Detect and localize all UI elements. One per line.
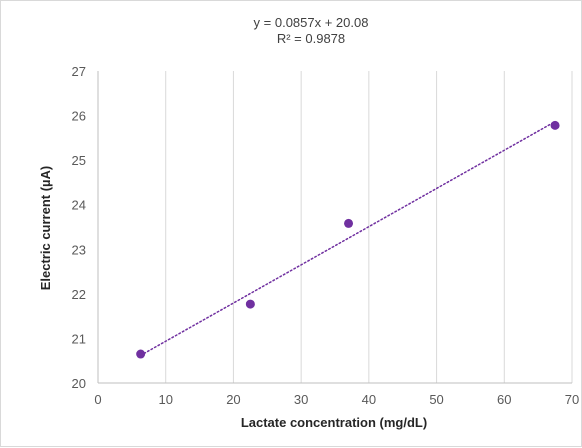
y-tick-label: 27 (72, 64, 86, 79)
x-tick-label: 40 (362, 392, 376, 407)
x-tick-label: 20 (226, 392, 240, 407)
data-point (136, 349, 146, 359)
tick-labels: 0 10 20 30 40 50 60 70 20 21 22 23 24 25 26 27 (72, 64, 580, 407)
x-tick-label: 50 (429, 392, 443, 407)
x-tick-label: 0 (94, 392, 101, 407)
y-tick-label: 24 (72, 198, 86, 213)
x-tick-label: 10 (158, 392, 172, 407)
gridlines (165, 71, 573, 383)
x-tick-label: 30 (294, 392, 308, 407)
data-point (344, 218, 354, 228)
axes (97, 71, 572, 384)
y-tick-label: 20 (72, 376, 86, 391)
x-tick-label: 70 (565, 392, 579, 407)
x-tick-label: 60 (497, 392, 511, 407)
trendline-group (139, 120, 556, 357)
y-tick-label: 22 (72, 287, 86, 302)
x-axis-title: Lactate concentration (mg/dL) (241, 415, 427, 430)
data-points (136, 120, 560, 359)
trendline (139, 120, 556, 357)
y-tick-label: 26 (72, 109, 86, 124)
y-axis-title: Electric current (µA) (38, 166, 53, 291)
trendline-equation: y = 0.0857x + 20.08 (254, 15, 369, 30)
data-point (550, 120, 560, 130)
y-tick-label: 25 (72, 153, 86, 168)
y-tick-label: 21 (72, 331, 86, 346)
data-point (245, 299, 255, 309)
trendline-r-squared: R² = 0.9878 (277, 31, 345, 46)
y-tick-label: 23 (72, 242, 86, 257)
